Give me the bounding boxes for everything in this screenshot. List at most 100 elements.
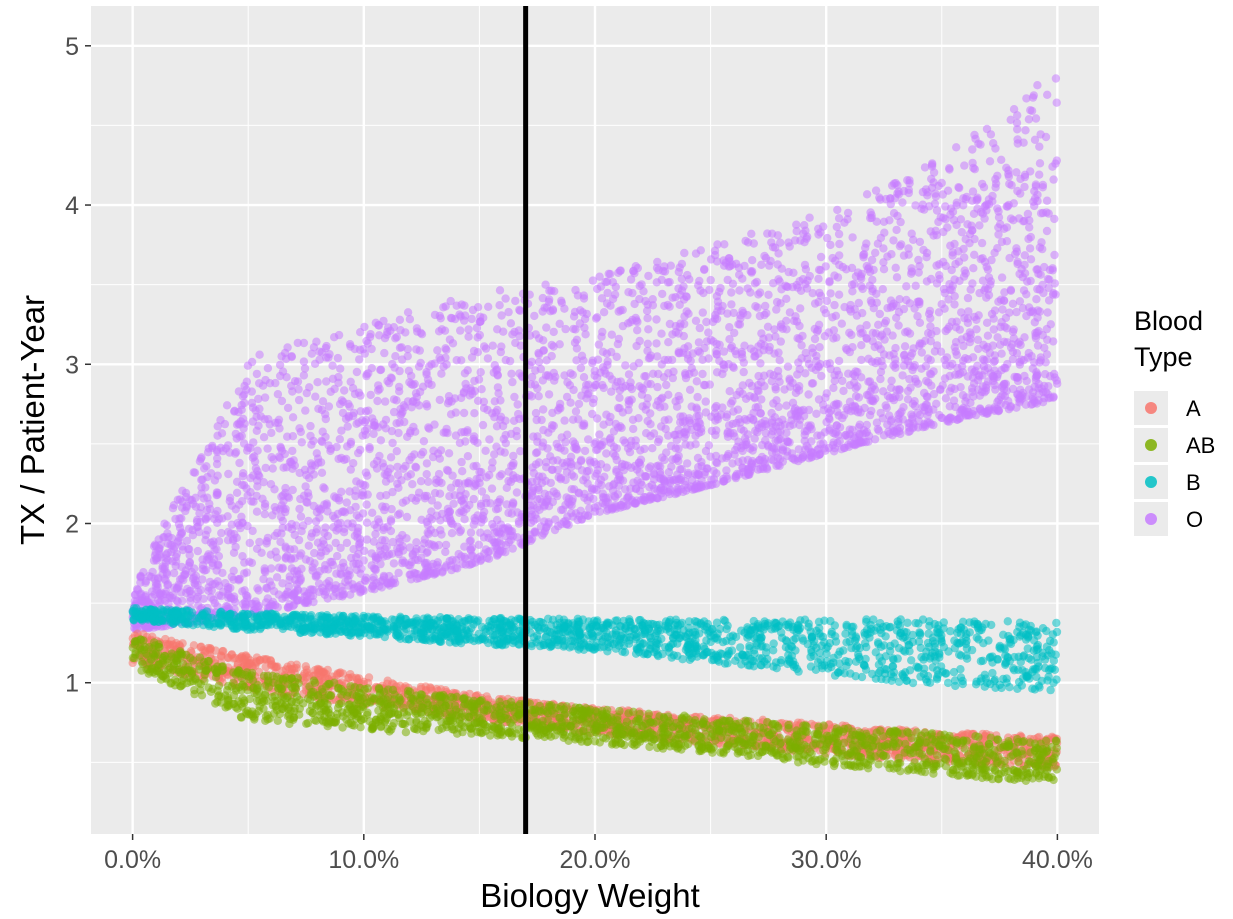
data-point [776,337,785,346]
data-point [1025,244,1035,253]
data-point [317,405,327,415]
data-point [927,160,937,169]
data-point [792,317,802,326]
data-point [616,501,625,510]
data-point [834,229,844,239]
data-point [344,411,353,421]
data-point [960,161,969,170]
data-point [820,428,829,437]
data-point [830,300,839,310]
data-point [544,390,554,399]
data-point [804,390,813,399]
data-point [706,275,715,285]
data-point [950,370,960,379]
data-point [1032,371,1041,380]
data-point [185,558,194,568]
data-point [694,338,704,347]
data-point [635,281,644,291]
data-point [469,494,478,504]
data-point [667,462,676,471]
data-point [255,350,264,359]
data-point [302,598,311,607]
data-point [228,536,238,545]
data-point [566,457,575,467]
data-point [295,424,304,433]
data-point [896,429,905,439]
data-point [460,301,469,310]
data-point [607,330,616,339]
data-point [333,353,343,363]
data-point [441,540,451,550]
data-point [507,509,516,518]
data-point [285,603,294,612]
data-point [973,204,982,213]
data-point [254,394,263,404]
data-point [512,432,521,441]
data-point [750,352,759,361]
data-point [416,477,426,486]
data-point [762,463,771,472]
data-point [1050,250,1059,260]
data-point [597,440,607,450]
data-point [968,145,977,154]
data-point [771,436,780,445]
data-point [845,425,854,434]
data-point [628,497,637,506]
data-point [452,479,461,488]
data-point [419,437,429,446]
data-point [618,383,627,392]
data-point [191,493,200,502]
data-point [707,412,716,421]
data-point [968,279,977,288]
data-point [386,515,396,524]
data-point [343,442,352,451]
data-point [771,243,780,252]
data-point [635,382,644,391]
data-point [826,240,835,250]
data-point [591,472,600,481]
data-point [451,431,461,440]
data-point [360,418,369,427]
data-point [469,462,478,471]
data-point [237,512,246,521]
data-point [1024,303,1034,312]
data-point [997,155,1006,164]
data-point [234,575,243,584]
data-point [1042,208,1051,217]
data-point [1031,333,1041,343]
data-point [1008,299,1018,308]
data-point [660,301,669,311]
data-point [536,522,546,531]
data-point [844,440,853,449]
data-point [538,442,547,451]
data-point [583,496,592,505]
data-point [177,503,187,512]
data-point [405,315,415,324]
data-point [824,328,833,337]
data-point [845,397,855,406]
data-point [343,422,352,431]
data-point [952,220,961,230]
data-point [846,300,855,310]
data-point [636,455,646,464]
data-point [588,398,598,408]
data-point [473,438,482,447]
data-point [968,226,977,235]
data-point [931,226,940,235]
data-point [801,226,810,235]
data-point [374,320,383,330]
data-point [847,263,857,273]
data-point [1038,183,1048,192]
data-point [460,515,469,524]
data-point [932,399,941,408]
data-point [495,495,505,504]
data-point [478,420,488,430]
data-point [571,285,580,295]
data-point [872,418,882,427]
data-point [899,304,909,314]
data-point [476,528,485,537]
data-point [568,437,578,446]
data-point [1043,90,1052,100]
data-point [994,230,1003,239]
data-point [767,448,777,457]
